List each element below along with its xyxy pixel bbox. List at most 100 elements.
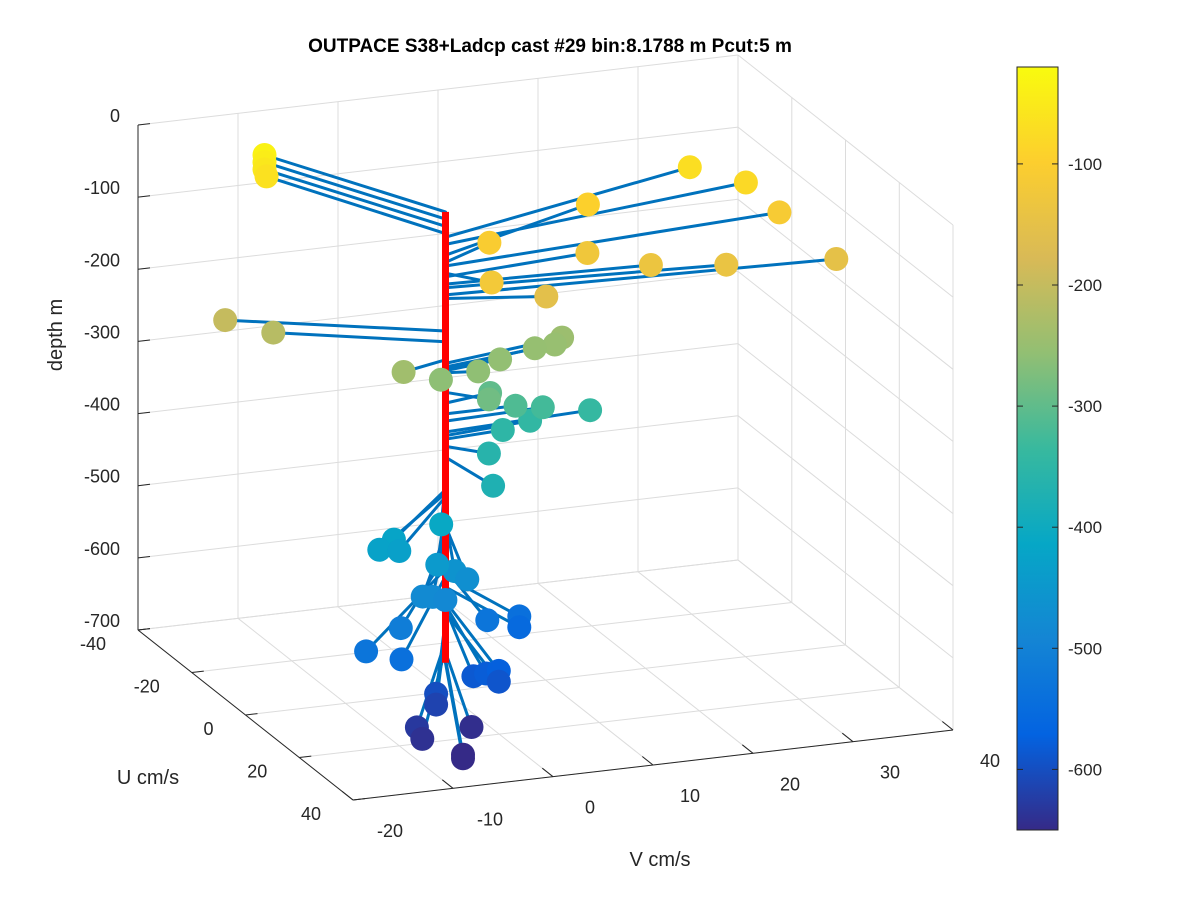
velocity-stick bbox=[364, 567, 447, 653]
velocity-marker bbox=[354, 639, 379, 664]
x-tick-label: 30 bbox=[880, 763, 900, 783]
y-tick-mark bbox=[191, 670, 204, 673]
grid-line bbox=[137, 270, 739, 342]
velocity-marker bbox=[455, 567, 480, 592]
x-tick-label: 40 bbox=[980, 751, 1000, 771]
velocity-marker bbox=[466, 359, 491, 384]
velocity-stick bbox=[444, 419, 532, 438]
grid-line bbox=[299, 687, 900, 758]
velocity-markers bbox=[213, 143, 849, 771]
z-tick-label: -200 bbox=[84, 250, 120, 270]
velocity-marker bbox=[477, 230, 502, 255]
velocity-marker bbox=[503, 393, 528, 418]
velocity-stick bbox=[444, 257, 838, 297]
z-tick-mark bbox=[137, 267, 151, 270]
z-tick-label: -300 bbox=[84, 322, 120, 342]
velocity-marker bbox=[733, 170, 758, 195]
z-tick-mark bbox=[137, 195, 151, 198]
velocity-stick bbox=[444, 408, 592, 434]
grid-line bbox=[737, 415, 954, 587]
velocity-marker bbox=[575, 192, 600, 217]
x-tick-mark bbox=[741, 744, 754, 754]
colorbar: -100 -200 -300 -400 -500 -600 bbox=[1016, 66, 1102, 831]
z-tick-label: -100 bbox=[84, 178, 120, 198]
velocity-marker bbox=[507, 615, 532, 640]
y-tick-mark bbox=[352, 798, 366, 801]
velocity-marker bbox=[714, 252, 739, 277]
velocity-marker bbox=[387, 539, 412, 563]
z-tick-label: -400 bbox=[84, 395, 120, 415]
velocity-marker bbox=[522, 336, 547, 361]
velocity-stick bbox=[263, 160, 447, 221]
z-tick-mark bbox=[137, 339, 151, 342]
velocity-marker bbox=[475, 608, 500, 633]
chart-title: OUTPACE S38+Ladcp cast #29 bin:8.1788 m … bbox=[308, 36, 792, 57]
grid-line bbox=[737, 54, 954, 226]
velocity-marker bbox=[479, 270, 504, 295]
y-tick-mark bbox=[245, 713, 258, 716]
grid-line bbox=[137, 126, 739, 198]
velocity-stick bbox=[444, 600, 501, 673]
velocity-marker bbox=[767, 200, 792, 225]
velocity-marker bbox=[476, 387, 501, 412]
velocity-marker bbox=[428, 367, 453, 392]
velocity-stick bbox=[444, 165, 692, 239]
velocity-marker bbox=[824, 247, 849, 271]
velocity-stick bbox=[444, 607, 475, 678]
x-tick-label: -10 bbox=[477, 809, 503, 829]
z-tick-mark bbox=[137, 483, 151, 487]
grid-line bbox=[245, 644, 846, 716]
velocity-marker bbox=[433, 588, 458, 612]
z-tick-mark bbox=[137, 123, 151, 126]
x-tick-mark bbox=[341, 791, 354, 801]
y-tick-label: -40 bbox=[80, 634, 106, 654]
grid-line bbox=[137, 54, 739, 126]
velocity-marker bbox=[575, 241, 600, 265]
x-tick-mark bbox=[541, 767, 554, 778]
colorbar-ticks: -100 -200 -300 -400 -500 -600 bbox=[1017, 155, 1102, 779]
z-tick-label: -600 bbox=[84, 539, 120, 559]
colorbar-tick-label: -600 bbox=[1068, 760, 1102, 779]
tick-labels: -20-10010203040-40-20020400-100-200-300-… bbox=[80, 106, 1000, 841]
velocity-stick bbox=[263, 153, 447, 214]
y-tick-label: 20 bbox=[247, 762, 267, 782]
grid-line bbox=[737, 343, 954, 514]
grid-line bbox=[737, 271, 954, 442]
x-tick-label: 20 bbox=[780, 774, 800, 794]
colorbar-tick-label: -300 bbox=[1068, 397, 1102, 416]
x-tick-mark bbox=[941, 721, 954, 731]
velocity-marker bbox=[424, 692, 449, 717]
z-tick-mark bbox=[137, 628, 151, 631]
x-tick-mark bbox=[841, 732, 854, 743]
velocity-stick bbox=[444, 657, 465, 757]
z-tick-mark bbox=[137, 556, 151, 559]
axes-lines bbox=[137, 123, 954, 801]
velocity-marker bbox=[481, 473, 506, 498]
y-tick-mark bbox=[299, 755, 312, 758]
colorbar-tick-label: -500 bbox=[1068, 639, 1102, 658]
velocity-stick bbox=[444, 251, 589, 279]
grid-line bbox=[191, 602, 792, 673]
velocity-marker bbox=[677, 155, 702, 180]
velocity-sticks bbox=[223, 153, 838, 760]
grid-line bbox=[137, 415, 739, 487]
grid-line bbox=[737, 126, 954, 298]
velocity-marker bbox=[213, 308, 238, 333]
z-tick-label: 0 bbox=[110, 106, 120, 126]
z-axis-label: depth m bbox=[45, 299, 67, 371]
y-axis-label: U cm/s bbox=[117, 767, 179, 789]
grid-line bbox=[137, 198, 739, 270]
x-tick-mark bbox=[441, 779, 454, 789]
colorbar-tick-label: -200 bbox=[1068, 276, 1102, 295]
colorbar-tick-label: -400 bbox=[1068, 518, 1102, 537]
velocity-stick bbox=[444, 650, 473, 729]
velocity-marker bbox=[451, 746, 475, 771]
y-tick-label: 0 bbox=[203, 719, 213, 739]
velocity-marker bbox=[542, 332, 567, 357]
grid-line bbox=[737, 198, 954, 370]
velocity-marker bbox=[367, 537, 392, 562]
velocity-marker bbox=[388, 616, 413, 641]
velocity-marker bbox=[534, 284, 559, 309]
velocity-marker bbox=[578, 398, 603, 423]
z-tick-mark bbox=[137, 411, 151, 415]
